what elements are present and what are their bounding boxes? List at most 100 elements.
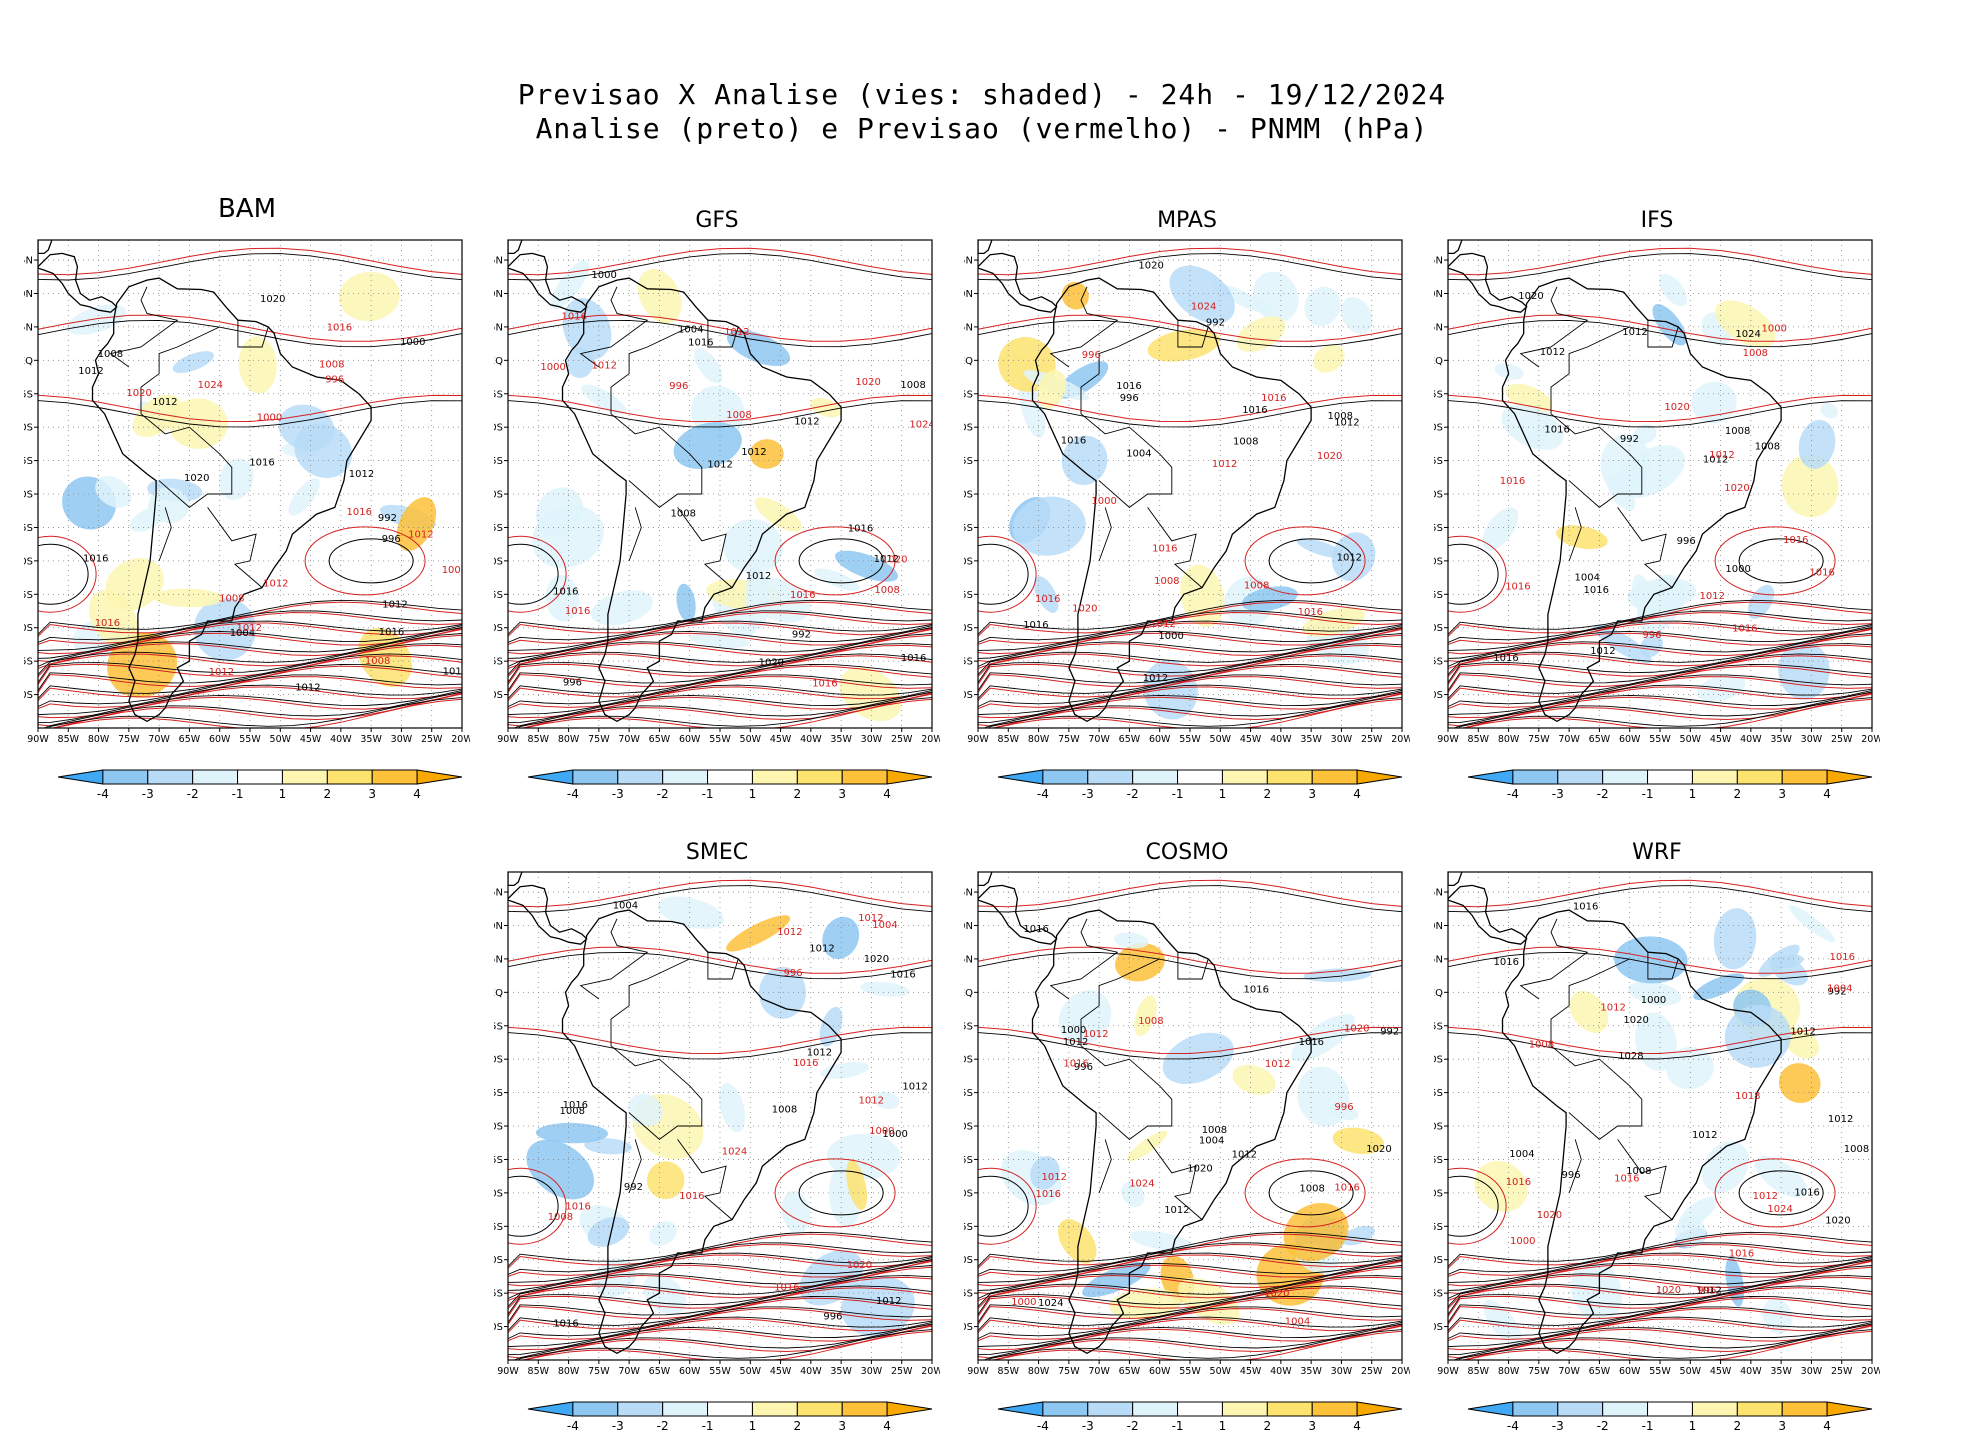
lat-tick-label: 10N	[494, 921, 503, 932]
landmass-outline	[1448, 884, 1528, 945]
panel-title: IFS	[1640, 208, 1674, 233]
lat-tick-label: 10N	[494, 289, 503, 300]
forecast-contour-label: 1004	[1285, 1317, 1310, 1328]
analysis-isobar	[978, 620, 1402, 651]
bias-shade	[1569, 990, 1609, 1033]
analysis-contour-label: 1012	[295, 682, 320, 693]
lon-tick-label: 50W	[1210, 734, 1232, 745]
bias-shade	[551, 260, 590, 310]
forecast-isobar	[38, 601, 462, 637]
lon-tick-label: 20W	[451, 734, 470, 745]
forecast-contour-label: 1012	[1042, 1172, 1067, 1183]
colorbar-label: 4	[1823, 1419, 1831, 1433]
lon-tick-label: 85W	[1468, 1366, 1490, 1377]
lon-tick-label: 80W	[558, 734, 580, 745]
lon-tick-label: 85W	[998, 1366, 1020, 1377]
colorbar-label: 4	[883, 787, 891, 801]
forecast-isobar	[38, 247, 462, 276]
analysis-isobar	[1448, 1285, 1872, 1323]
lon-tick-label: 35W	[1300, 734, 1322, 745]
bias-shade	[1762, 1298, 1793, 1334]
colorbar-segment	[1177, 1401, 1223, 1417]
panel-mpas: MPAS 1016 1012 1012 1016 1008 1016 1020 1016 1012…	[964, 190, 1410, 750]
colorbar-label: -3	[1552, 787, 1564, 801]
analysis-isobar	[1448, 1265, 1872, 1307]
south-america-outline	[1031, 277, 1312, 723]
forecast-contour-label: 1012	[1709, 450, 1734, 461]
bias-shade	[819, 1006, 843, 1047]
lon-tick-label: 30W	[1331, 734, 1353, 745]
analysis-isobar	[38, 627, 462, 667]
colorbar-segment	[1132, 769, 1179, 785]
lat-tick-label: 5S	[1434, 389, 1443, 400]
lon-tick-label: 70W	[1088, 1366, 1110, 1377]
analysis-isobar	[1448, 400, 1872, 428]
bias-shade	[1482, 507, 1519, 551]
analysis-isobar	[978, 653, 1402, 691]
lat-tick-label: 20S	[964, 1122, 973, 1133]
analysis-contour-label: 1016	[901, 653, 926, 664]
analysis-contour-label: 1016	[1061, 436, 1086, 447]
analysis-isobar	[978, 689, 1402, 724]
analysis-contour-label: 1016	[1299, 1037, 1324, 1048]
lon-tick-label: 80W	[1028, 1366, 1050, 1377]
country-border	[140, 326, 233, 508]
colorbar-segment	[1311, 769, 1358, 785]
forecast-contour-label: 1012	[592, 360, 617, 371]
bias-shade	[632, 1094, 704, 1160]
lat-tick-label: 35S	[1434, 590, 1443, 601]
colorbar-label: 3	[1778, 787, 1786, 801]
lon-tick-label: 45W	[1240, 734, 1262, 745]
colorbar-segment	[751, 1401, 798, 1417]
bias-shade	[822, 916, 860, 959]
colorbar-label: -2	[1597, 787, 1609, 801]
lon-tick-label: 60W	[1149, 734, 1171, 745]
bias-shade	[1635, 1012, 1677, 1072]
lat-tick-label: 30S	[964, 1188, 973, 1199]
bias-shade	[860, 981, 910, 997]
forecast-isobar	[1448, 247, 1872, 276]
forecast-isobar	[38, 394, 462, 423]
analysis-isobar	[328, 538, 414, 584]
landmass-outline	[508, 872, 523, 887]
lon-tick-label: 85W	[998, 734, 1020, 745]
forecast-isobar	[1448, 879, 1872, 908]
country-border	[1617, 507, 1673, 588]
analysis-contour-label: 1000	[882, 1129, 907, 1140]
lat-tick-label: 40S	[494, 623, 503, 634]
lat-tick-label: EQ	[964, 356, 973, 367]
analysis-isobar	[978, 951, 1402, 980]
forecast-isobar	[1448, 676, 1872, 710]
analysis-isobar	[513, 1323, 932, 1360]
landmass-outline	[1448, 240, 1463, 255]
lon-tick-label: 25W	[421, 734, 443, 745]
lat-tick-label: 45S	[1434, 657, 1443, 668]
bias-shade	[637, 268, 682, 324]
lat-tick-label: 20S	[24, 490, 33, 501]
bias-shade	[1012, 496, 1086, 556]
forecast-isobar	[978, 1308, 1402, 1342]
colorbar-arrow-high	[1826, 1401, 1873, 1417]
south-america-outline	[561, 277, 842, 723]
colorbar-label: -4	[1037, 787, 1049, 801]
analysis-isobar	[1448, 1321, 1872, 1356]
colorbar-segment	[1647, 1401, 1693, 1417]
bias-shade	[1820, 402, 1838, 419]
lon-tick-label: 55W	[1179, 734, 1201, 745]
colorbar-label: -1	[1642, 787, 1654, 801]
analysis-contour-label: 1020	[1366, 1144, 1391, 1155]
colorbar-segment	[617, 769, 664, 785]
country-border	[1098, 1139, 1112, 1194]
analysis-isobar	[508, 1295, 932, 1331]
colorbar-label: -2	[657, 787, 669, 801]
colorbar-label: -4	[567, 787, 579, 801]
bias-shade	[1715, 300, 1776, 348]
analysis-isobar	[508, 1321, 932, 1356]
forecast-isobar	[978, 946, 1402, 974]
analysis-contour-label: 992	[624, 1182, 643, 1193]
colorbar-label: 2	[1264, 787, 1272, 801]
forecast-contour-label: 1012	[724, 327, 749, 338]
forecast-contour-label: 1016	[1732, 623, 1757, 634]
analysis-contour-label: 1016	[848, 523, 873, 534]
analysis-isobar	[38, 253, 462, 281]
